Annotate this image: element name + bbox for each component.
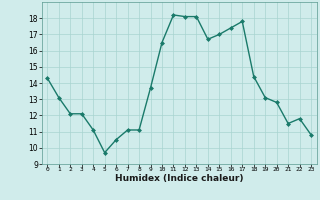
X-axis label: Humidex (Indice chaleur): Humidex (Indice chaleur) [115,174,244,183]
